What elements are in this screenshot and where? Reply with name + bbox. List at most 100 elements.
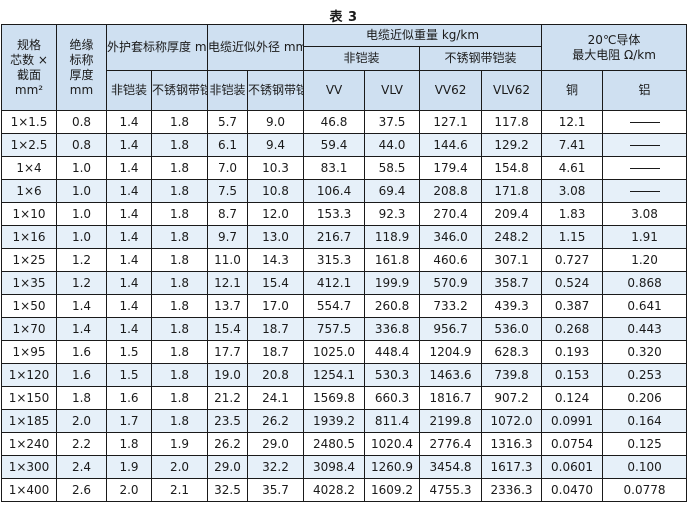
cell-weight-vv62: 346.0 [419, 225, 483, 249]
cell-weight-vlv62: 171.8 [481, 179, 543, 203]
cell-weight-vv62: 956.7 [419, 317, 483, 341]
cell-sheath-ss-armored: 1.8 [150, 271, 209, 295]
cell-sheath-ss-armored: 2.1 [150, 478, 209, 502]
header-insulation-line3: 厚度 [69, 67, 94, 82]
cell-sheath-unarmored: 1.8 [106, 432, 152, 456]
cell-insulation: 2.6 [56, 478, 107, 502]
cell-weight-vv62: 270.4 [419, 202, 483, 226]
cell-sheath-unarmored: 1.4 [106, 317, 152, 341]
table-row: 1×16 1.0 1.4 1.8 9.7 13.0 216.7 118.9 346.0 248.2… [1, 225, 687, 249]
cell-sheath-ss-armored: 1.8 [150, 248, 209, 272]
cell-weight-vlv62: 1072.0 [481, 409, 543, 433]
cell-size: 1×50 [1, 294, 57, 318]
cell-resistance-aluminum: 0.443 [602, 317, 687, 341]
cell-od-ss-armored: 29.0 [247, 432, 305, 456]
cell-sheath-unarmored: 1.4 [106, 294, 152, 318]
cell-resistance-copper: 0.387 [541, 294, 604, 318]
header-resistance: 20℃导体 最大电阻 Ω/km [541, 24, 687, 71]
cell-weight-vv: 1025.0 [303, 340, 366, 364]
empty-dash [629, 122, 660, 123]
cell-weight-vlv62: 129.2 [481, 133, 543, 157]
cell-resistance-aluminum: 0.0778 [602, 478, 687, 502]
cell-resistance-aluminum: 0.164 [602, 409, 687, 433]
cell-weight-vv62: 208.8 [419, 179, 483, 203]
cell-od-ss-armored: 26.2 [247, 409, 305, 433]
cell-insulation: 0.8 [56, 133, 107, 157]
cell-sheath-unarmored: 1.4 [106, 202, 152, 226]
cell-weight-vlv62: 2336.3 [481, 478, 543, 502]
cell-weight-vlv: 37.5 [364, 110, 421, 134]
cell-size: 1×150 [1, 386, 57, 410]
cell-resistance-copper: 0.153 [541, 363, 604, 387]
header-copper: 铜 [541, 70, 604, 111]
cell-resistance-aluminum: 0.868 [602, 271, 687, 295]
cell-sheath-unarmored: 1.4 [106, 179, 152, 203]
header-size: 规格 芯数 × 截面 mm² [1, 24, 57, 111]
cell-resistance-copper: 4.61 [541, 156, 604, 180]
table-row: 1×6 1.0 1.4 1.8 7.5 10.8 106.4 69.4 208.8 171.8 3.… [1, 179, 687, 203]
cell-insulation: 2.0 [56, 409, 107, 433]
header-vv62: VV62 [419, 70, 483, 111]
cell-resistance-aluminum: 0.320 [602, 340, 687, 364]
cell-insulation: 1.0 [56, 179, 107, 203]
header-insulation-line2: 标称 [69, 52, 94, 67]
cell-od-unarmored: 6.1 [207, 133, 249, 157]
cell-weight-vlv62: 1617.3 [481, 455, 543, 479]
cell-weight-vlv: 118.9 [364, 225, 421, 249]
cell-weight-vlv: 161.8 [364, 248, 421, 272]
cell-od-unarmored: 21.2 [207, 386, 249, 410]
cell-resistance-aluminum: 0.641 [602, 294, 687, 318]
header-weight-ss-armored: 不锈钢带铠装 [419, 46, 543, 71]
empty-dash [629, 145, 660, 146]
cell-sheath-ss-armored: 1.8 [150, 363, 209, 387]
cell-od-ss-armored: 24.1 [247, 386, 305, 410]
cell-od-ss-armored: 20.8 [247, 363, 305, 387]
cell-resistance-aluminum: 1.91 [602, 225, 687, 249]
cell-od-unarmored: 7.5 [207, 179, 249, 203]
cell-resistance-copper: 1.83 [541, 202, 604, 226]
cell-weight-vlv62: 439.3 [481, 294, 543, 318]
cell-sheath-ss-armored: 1.8 [150, 156, 209, 180]
cell-weight-vv: 83.1 [303, 156, 366, 180]
cell-weight-vv: 412.1 [303, 271, 366, 295]
cell-weight-vlv: 1260.9 [364, 455, 421, 479]
cell-weight-vlv: 530.3 [364, 363, 421, 387]
cell-resistance-aluminum: 0.100 [602, 455, 687, 479]
cell-weight-vv62: 2776.4 [419, 432, 483, 456]
cell-weight-vlv: 199.9 [364, 271, 421, 295]
cell-od-unarmored: 15.4 [207, 317, 249, 341]
cell-sheath-ss-armored: 1.8 [150, 340, 209, 364]
cell-weight-vlv: 448.4 [364, 340, 421, 364]
cell-weight-vv62: 460.6 [419, 248, 483, 272]
cell-weight-vv62: 733.2 [419, 294, 483, 318]
cell-sheath-ss-armored: 1.9 [150, 432, 209, 456]
cell-sheath-ss-armored: 2.0 [150, 455, 209, 479]
table-row: 1×10 1.0 1.4 1.8 8.7 12.0 153.3 92.3 270.4 209.4 1… [1, 202, 687, 226]
cell-weight-vv62: 179.4 [419, 156, 483, 180]
cell-weight-vv62: 127.1 [419, 110, 483, 134]
cell-resistance-copper: 0.0991 [541, 409, 604, 433]
cell-weight-vlv62: 907.2 [481, 386, 543, 410]
cell-od-ss-armored: 9.4 [247, 133, 305, 157]
cell-weight-vlv62: 154.8 [481, 156, 543, 180]
cell-sheath-unarmored: 1.6 [106, 386, 152, 410]
cell-weight-vlv: 260.8 [364, 294, 421, 318]
cell-weight-vlv: 58.5 [364, 156, 421, 180]
cell-weight-vv: 106.4 [303, 179, 366, 203]
cell-insulation: 2.4 [56, 455, 107, 479]
cell-resistance-aluminum: 0.125 [602, 432, 687, 456]
cell-resistance-aluminum [602, 179, 687, 203]
cell-resistance-copper: 0.0601 [541, 455, 604, 479]
header-insulation-line1: 绝缘 [69, 37, 94, 52]
table-row: 1×70 1.4 1.4 1.8 15.4 18.7 757.5 336.8 956.7 536.… [1, 317, 687, 341]
header-size-line2: 芯数 × [10, 52, 48, 67]
cell-size: 1×1.5 [1, 110, 57, 134]
cell-sheath-unarmored: 1.4 [106, 133, 152, 157]
cell-od-ss-armored: 13.0 [247, 225, 305, 249]
header-diameter-ss-armored: 不锈钢带铠装 [247, 70, 305, 111]
cell-od-unarmored: 26.2 [207, 432, 249, 456]
cell-od-unarmored: 11.0 [207, 248, 249, 272]
cell-insulation: 2.2 [56, 432, 107, 456]
cell-weight-vlv: 69.4 [364, 179, 421, 203]
cell-weight-vv: 554.7 [303, 294, 366, 318]
